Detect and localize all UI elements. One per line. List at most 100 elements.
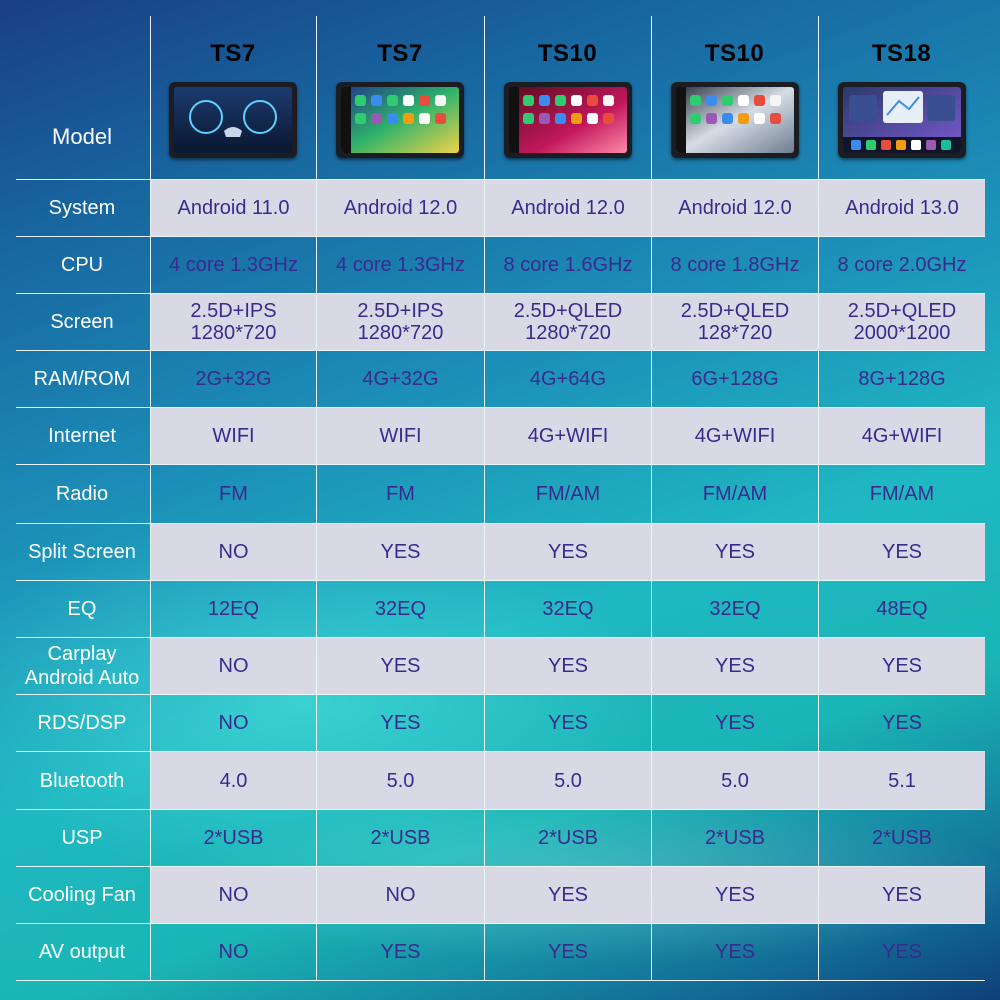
spec-cell: 32EQ [709,598,761,620]
spec-cell: 5.0 [652,752,818,809]
spec-cell: YES [819,638,985,694]
spec-cell: Android 12.0 [317,180,484,236]
row-divider [16,523,985,524]
spec-value-line: 2.5D+IPS [190,300,277,322]
spec-cell: YES [652,867,818,923]
spec-cell: FM [386,483,415,505]
row-label-internet: Internet [48,425,116,447]
spec-cell: 2.5D+QLED 2000*1200 [819,294,985,350]
head-unit-screen [508,87,627,153]
spec-cell: YES [317,524,484,580]
spec-value-line: 2.5D+IPS [357,300,444,322]
row-divider [16,236,985,237]
spec-cell: YES [881,712,923,734]
row-label-rds-dsp: RDS/DSP [37,712,127,734]
model-name: TS18 [871,40,932,67]
column-divider [651,16,652,980]
row-divider [16,694,985,695]
spec-cell: NO [151,867,316,923]
spec-cell: 12EQ [207,598,260,620]
column-divider [316,16,317,980]
row-label-system: System [48,197,116,219]
head-unit-image [169,82,297,158]
spec-cell: NO [218,712,249,734]
spec-cell: 2*USB [704,827,766,849]
head-unit-screen [341,87,459,153]
row-label-eq: EQ [67,598,97,620]
spec-cell: 6G+128G [691,368,779,390]
spec-value-line: 2000*1200 [853,322,951,344]
spec-cell: Android 13.0 [819,180,985,236]
spec-cell: 4G+32G [362,368,439,390]
row-divider [16,751,985,752]
spec-cell: YES [547,940,589,963]
row-divider [16,293,985,294]
spec-cell: YES [819,524,985,580]
row-label-split-screen: Split Screen [28,541,136,563]
spec-cell: 2*USB [370,827,431,849]
spec-value-line: 1280*720 [357,322,444,344]
row-label-usp: USP [61,827,103,849]
model-column-header: TS10 [651,16,818,178]
spec-cell: YES [819,867,985,923]
spec-cell: Android 11.0 [151,180,316,236]
spec-cell: 4G+64G [529,368,607,390]
spec-cell: 2*USB [871,827,933,849]
spec-cell: WIFI [317,408,484,464]
spec-cell: YES [485,867,651,923]
model-name: TS7 [377,40,423,67]
spec-cell: 5.0 [485,752,651,809]
head-unit-image [503,82,632,158]
spec-cell: Android 12.0 [485,180,651,236]
spec-cell: 4.0 [151,752,316,809]
spec-cell: 5.1 [819,752,985,809]
spec-cell: 2*USB [203,827,264,849]
spec-cell: YES [714,712,756,734]
model-name: TS10 [537,40,598,67]
spec-cell: 2G+32G [195,368,272,390]
spec-cell: YES [652,524,818,580]
row-label-radio: Radio [55,483,109,505]
row-label-screen: Screen [50,311,114,333]
spec-cell: FM/AM [702,483,768,505]
spec-cell: 4G+WIFI [652,408,818,464]
spec-cell: 2.5D+QLED 128*720 [652,294,818,350]
spec-cell: YES [547,712,589,734]
spec-value-line: 2.5D+QLED [513,300,623,322]
spec-cell: FM/AM [869,483,935,505]
spec-cell: YES [317,638,484,694]
model-name: TS10 [704,40,765,67]
spec-cell: 2.5D+IPS 1280*720 [317,294,484,350]
spec-cell: NO [317,867,484,923]
model-name: TS7 [210,40,256,67]
row-divider [16,179,985,180]
spec-value-line: 128*720 [697,322,773,344]
spec-cell: FM [219,483,248,505]
spec-cell: 4 core 1.3GHz [169,254,298,276]
row-label-cpu: CPU [60,254,104,276]
spec-value-line: 2.5D+QLED [680,300,790,322]
spec-cell: 5.0 [317,752,484,809]
spec-cell: 8 core 1.6GHz [503,254,633,276]
spec-cell: YES [380,712,421,734]
row-label-bluetooth: Bluetooth [39,769,125,792]
spec-cell: 8G+128G [858,368,946,390]
row-divider [16,637,985,638]
spec-cell: 4G+WIFI [485,408,651,464]
model-column-header: TS7 [316,16,484,178]
spec-value-line: 2.5D+QLED [847,300,957,322]
row-label-line: Carplay [47,643,117,665]
row-label-ram-rom: RAM/ROM [33,368,131,390]
row-label-line: Android Auto [24,667,140,689]
spec-cell: 32EQ [542,598,594,620]
head-unit-image [837,82,966,158]
head-unit-image [336,82,464,158]
row-divider [16,809,985,810]
row-label-carplay-android-auto: Carplay Android Auto [16,638,148,694]
spec-cell: YES [380,940,421,963]
spec-value-line: 1280*720 [190,322,277,344]
row-divider [16,580,985,581]
spec-cell: 8 core 1.8GHz [670,254,800,276]
head-unit-image [670,82,799,158]
spec-cell: WIFI [151,408,316,464]
